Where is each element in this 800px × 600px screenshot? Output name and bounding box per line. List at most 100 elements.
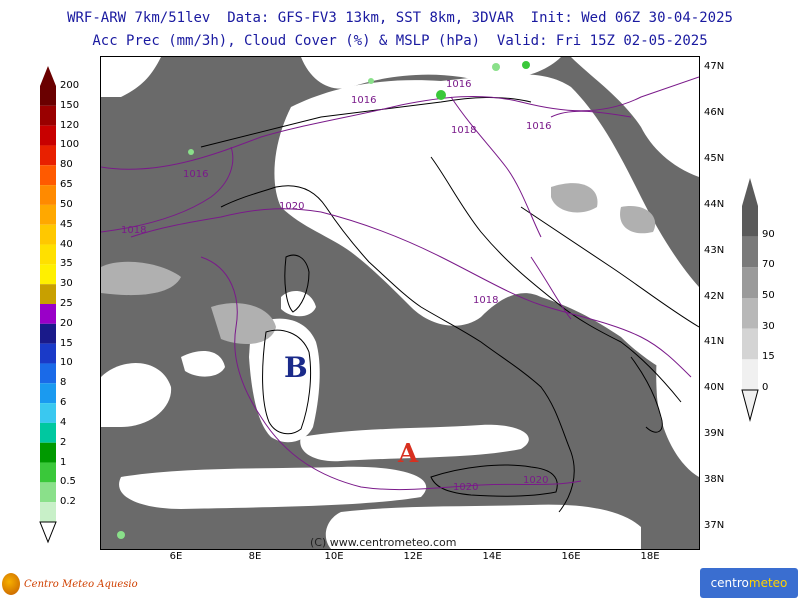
latitude-label: 37N bbox=[704, 520, 725, 531]
header-title: WRF-ARW 7km/51lev Data: GFS-FV3 13km, SS… bbox=[67, 10, 733, 26]
low-pressure-marker: B bbox=[284, 351, 308, 384]
precip-legend-label: 65 bbox=[60, 179, 73, 191]
precip-legend-cell bbox=[40, 442, 56, 463]
longitude-label: 6E bbox=[169, 551, 183, 562]
latitude-label: 47N bbox=[704, 61, 725, 72]
latitude-label: 41N bbox=[704, 336, 725, 348]
precip-legend-label: 80 bbox=[60, 159, 73, 171]
centro-meteo-aquesio-logo-icon bbox=[2, 573, 20, 595]
cloud-legend-cell bbox=[742, 359, 758, 390]
footer-right-text-a: centro bbox=[710, 576, 749, 590]
precip-legend-cell bbox=[40, 125, 56, 146]
weather-map: 1016 1016 1018 1016 1016 1020 1018 1018 1020 1020… bbox=[100, 56, 700, 550]
precip-legend-cell bbox=[40, 502, 56, 522]
precip-legend-cell bbox=[40, 323, 56, 344]
isobar-pressure-label: 1018 bbox=[473, 295, 499, 306]
isobar-pressure-label: 1016 bbox=[446, 79, 472, 90]
cloud-legend-top-arrow bbox=[742, 178, 758, 206]
coastlines bbox=[200, 97, 699, 513]
latitude-label: 43N bbox=[704, 244, 725, 256]
precip-legend-label: 25 bbox=[60, 298, 73, 309]
latitude-label: 46N bbox=[704, 106, 725, 118]
precip-legend-top-arrow bbox=[40, 66, 56, 86]
precip-legend-cell bbox=[40, 482, 56, 503]
isobar-pressure-label: 1016 bbox=[351, 95, 377, 106]
precip-legend-cell bbox=[40, 105, 56, 126]
cloud-legend-label: 15 bbox=[762, 351, 775, 363]
precip-legend-label: 8 bbox=[60, 377, 67, 389]
precip-legend-bottom-arrow bbox=[39, 521, 57, 544]
precip-legend-label: 4 bbox=[60, 416, 67, 428]
latitude-label: 40N bbox=[704, 382, 725, 394]
footer-right-text-b: meteo bbox=[748, 576, 788, 590]
precip-legend-label: 0.5 bbox=[60, 476, 76, 488]
precip-legend-label: 30 bbox=[60, 278, 73, 290]
longitude-label: 18E bbox=[640, 551, 660, 562]
footer-left-text: Centro Meteo Aquesio bbox=[24, 578, 138, 590]
precip-legend-label: 100 bbox=[60, 139, 80, 151]
latitude-label: 42N bbox=[704, 290, 725, 302]
cloud-legend-label: 0 bbox=[762, 382, 769, 393]
cloud-legend-label: 70 bbox=[762, 259, 775, 271]
longitude-label: 8E bbox=[248, 551, 262, 562]
cloud-legend-label: 30 bbox=[762, 320, 775, 332]
isobar-pressure-label: 1016 bbox=[526, 121, 552, 132]
isobar-pressure-label: 1020 bbox=[523, 475, 549, 486]
precip-legend-cell bbox=[40, 86, 56, 106]
precip-legend-label: 20 bbox=[60, 317, 73, 329]
precip-legend-label: 1 bbox=[60, 456, 67, 468]
latitude-label: 44N bbox=[704, 198, 725, 210]
precip-legend-cell bbox=[40, 204, 56, 225]
precip-legend-label: 2 bbox=[60, 436, 67, 448]
cloud-legend-label: 90 bbox=[762, 228, 775, 240]
footer-left-logo[interactable]: Centro Meteo Aquesio bbox=[2, 570, 138, 598]
cloud-legend-cell bbox=[742, 236, 758, 268]
cloud-legend-cell bbox=[742, 298, 758, 329]
precip-legend-label: 50 bbox=[60, 198, 73, 210]
high-pressure-marker: A bbox=[398, 439, 419, 469]
precip-legend-cell bbox=[40, 264, 56, 285]
precip-legend-cell bbox=[40, 145, 56, 166]
precip-legend-label: 150 bbox=[60, 99, 80, 111]
thin-cloud-patches bbox=[101, 183, 656, 344]
isobar-pressure-label: 1018 bbox=[121, 225, 147, 236]
precip-legend-label: 45 bbox=[60, 218, 73, 230]
precip-legend bbox=[39, 66, 57, 544]
isobar-pressure-label: 1016 bbox=[183, 169, 209, 180]
cloud-legend-cell bbox=[742, 267, 758, 298]
precip-legend-cell bbox=[40, 363, 56, 384]
precip-legend-cell bbox=[40, 304, 56, 324]
clear-sky-regions bbox=[101, 57, 699, 549]
longitude-label: 16E bbox=[561, 551, 581, 562]
precip-legend-label: 15 bbox=[60, 337, 73, 349]
precip-legend-cell bbox=[40, 403, 56, 423]
centrometeo-logo[interactable]: centrometeo bbox=[700, 568, 798, 598]
precip-legend-cell bbox=[40, 343, 56, 364]
latitude-label: 38N bbox=[704, 474, 725, 486]
cloud-legend-label: 50 bbox=[762, 290, 775, 301]
cloud-legend-cell bbox=[742, 206, 758, 237]
precip-legend-label: 200 bbox=[60, 80, 80, 91]
precip-legend-label: 35 bbox=[60, 258, 73, 270]
isobar-pressure-label: 1020 bbox=[279, 201, 305, 212]
latitude-label: 45N bbox=[704, 152, 725, 164]
precip-legend-label: 120 bbox=[60, 119, 80, 131]
precip-legend-label: 40 bbox=[60, 238, 73, 250]
precip-legend-label: 6 bbox=[60, 397, 67, 409]
precip-legend-cell bbox=[40, 462, 56, 483]
isobars bbox=[101, 76, 699, 491]
precip-legend-cell bbox=[40, 224, 56, 245]
precip-legend-cell bbox=[40, 284, 56, 304]
precip-legend-cell bbox=[40, 185, 56, 205]
longitude-label: 14E bbox=[482, 551, 502, 562]
map-copyright: (C) www.centrometeo.com bbox=[310, 536, 457, 549]
latitude-label: 39N bbox=[704, 428, 725, 440]
cloud-legend bbox=[741, 178, 759, 422]
cloud-legend-cell bbox=[742, 328, 758, 360]
longitude-label: 12E bbox=[403, 551, 423, 562]
precip-legend-cell bbox=[40, 422, 56, 443]
header-subtitle: Acc Prec (mm/3h), Cloud Cover (%) & MSLP… bbox=[92, 33, 708, 49]
precip-legend-cell bbox=[40, 165, 56, 186]
isobar-pressure-label: 1018 bbox=[451, 125, 477, 136]
precip-legend-label: 0.2 bbox=[60, 496, 76, 508]
